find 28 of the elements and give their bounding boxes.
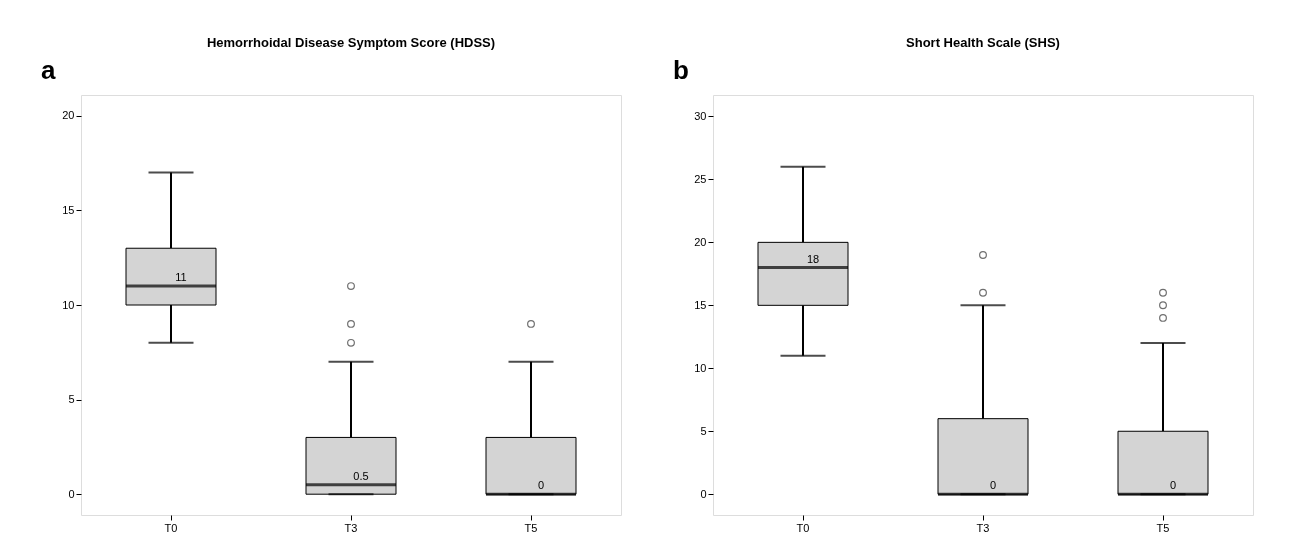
y-tick-label: 0 <box>700 487 707 500</box>
x-tick-label: T0 <box>164 521 178 534</box>
x-tick-label: T0 <box>796 521 810 534</box>
y-tick-label: 10 <box>694 361 707 374</box>
annotation: 11 <box>175 271 187 284</box>
annotation: 0 <box>989 479 997 492</box>
y-tick-label: 20 <box>62 109 75 122</box>
y-tick-label: 25 <box>694 172 707 185</box>
annotation: 18 <box>806 252 820 265</box>
x-tick-label: T5 <box>1156 521 1170 534</box>
y-tick-label: 10 <box>62 298 75 311</box>
y-tick-label: 15 <box>694 298 707 311</box>
y-tick-label: 0 <box>68 487 75 500</box>
chart-title: Short Health Scale (SHS) <box>906 35 1060 50</box>
y-tick-label: 5 <box>68 393 75 406</box>
y-tick-label: 5 <box>700 424 707 437</box>
chart-title: Hemorrhoidal Disease Symptom Score (HDSS) <box>206 35 496 50</box>
annotation: 0.5 <box>353 469 369 482</box>
x-tick-label: T5 <box>524 521 538 534</box>
x-tick-label: T3 <box>344 521 358 534</box>
text: a <box>41 55 56 85</box>
y-tick-label: 30 <box>694 109 707 122</box>
annotation: 0 <box>537 479 545 492</box>
annotation: 0 <box>1169 479 1177 492</box>
y-tick-label: 15 <box>62 203 75 216</box>
x-tick-label: T3 <box>976 521 990 534</box>
text: b <box>673 55 689 85</box>
y-tick-label: 20 <box>694 235 707 248</box>
